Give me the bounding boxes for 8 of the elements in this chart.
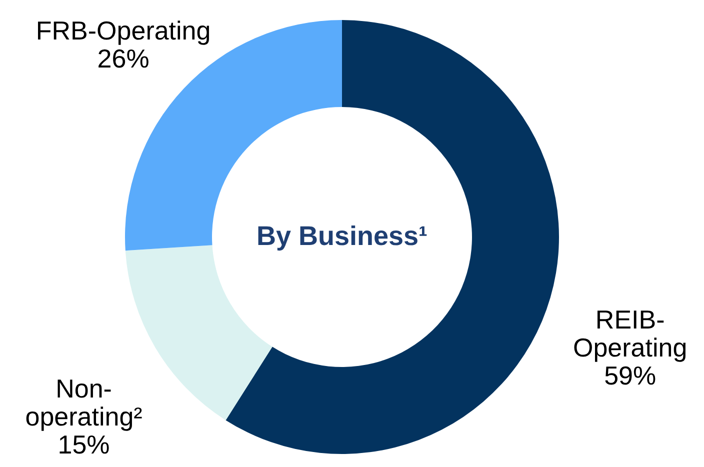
slice-label: FRB-Operating (36, 16, 211, 46)
data-label: 15% (58, 430, 110, 460)
text: By Business¹ (256, 221, 428, 251)
data-label: 59% (604, 360, 656, 391)
slice-label: REIB- Operating (572, 304, 688, 363)
data-label: 26% (97, 44, 150, 74)
slice-label: Non- operating² (25, 374, 143, 432)
donut-slice (226, 20, 559, 454)
